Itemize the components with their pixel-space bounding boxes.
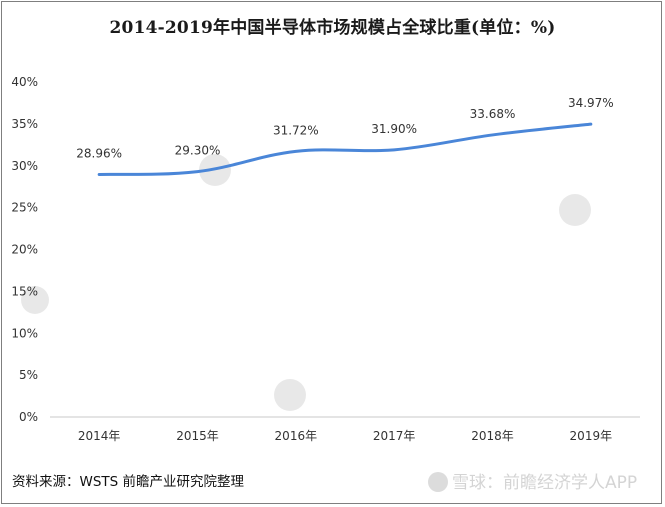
y-tick-label: 40%: [11, 75, 38, 89]
data-label: 29.30%: [175, 144, 221, 158]
y-tick-label: 15%: [11, 284, 38, 298]
y-tick-label: 35%: [11, 117, 38, 131]
y-tick-label: 5%: [19, 368, 38, 382]
y-tick-label: 20%: [11, 243, 38, 257]
y-tick-label: 25%: [11, 201, 38, 215]
x-tick-label: 2015年: [176, 429, 219, 443]
footer-watermark-text: 雪球：前瞻经济学人APP: [452, 473, 638, 493]
data-label: 33.68%: [470, 107, 516, 121]
y-tick-label: 10%: [11, 326, 38, 340]
x-axis: 2014年 2015年 2016年 2017年 2018年 2019年: [50, 416, 640, 443]
x-tick-label: 2016年: [275, 429, 318, 443]
data-label: 31.90%: [371, 122, 417, 136]
y-tick-label: 30%: [11, 159, 38, 173]
chart-title: 2014-2019年中国半导体市场规模占全球比重(单位：%): [109, 18, 556, 38]
data-label: 28.96%: [76, 146, 122, 160]
watermarks: [21, 154, 591, 411]
snowball-logo-icon: [428, 472, 448, 492]
source-note: 资料来源：WSTS 前瞻产业研究院整理: [12, 474, 245, 490]
y-axis: 0% 5% 10% 15% 20% 25% 30% 35% 40%: [11, 75, 38, 424]
data-labels: 28.96% 29.30% 31.72% 31.90% 33.68% 34.97%: [76, 96, 613, 160]
data-label: 34.97%: [568, 96, 614, 110]
footer-watermark: 雪球：前瞻经济学人APP: [428, 468, 637, 493]
x-tick-label: 2018年: [471, 429, 514, 443]
x-tick-label: 2019年: [570, 429, 613, 443]
x-tick-label: 2014年: [78, 429, 121, 443]
data-label: 31.72%: [273, 123, 319, 137]
x-tick-label: 2017年: [373, 429, 416, 443]
y-tick-label: 0%: [19, 410, 38, 424]
series-line: [97, 122, 593, 176]
